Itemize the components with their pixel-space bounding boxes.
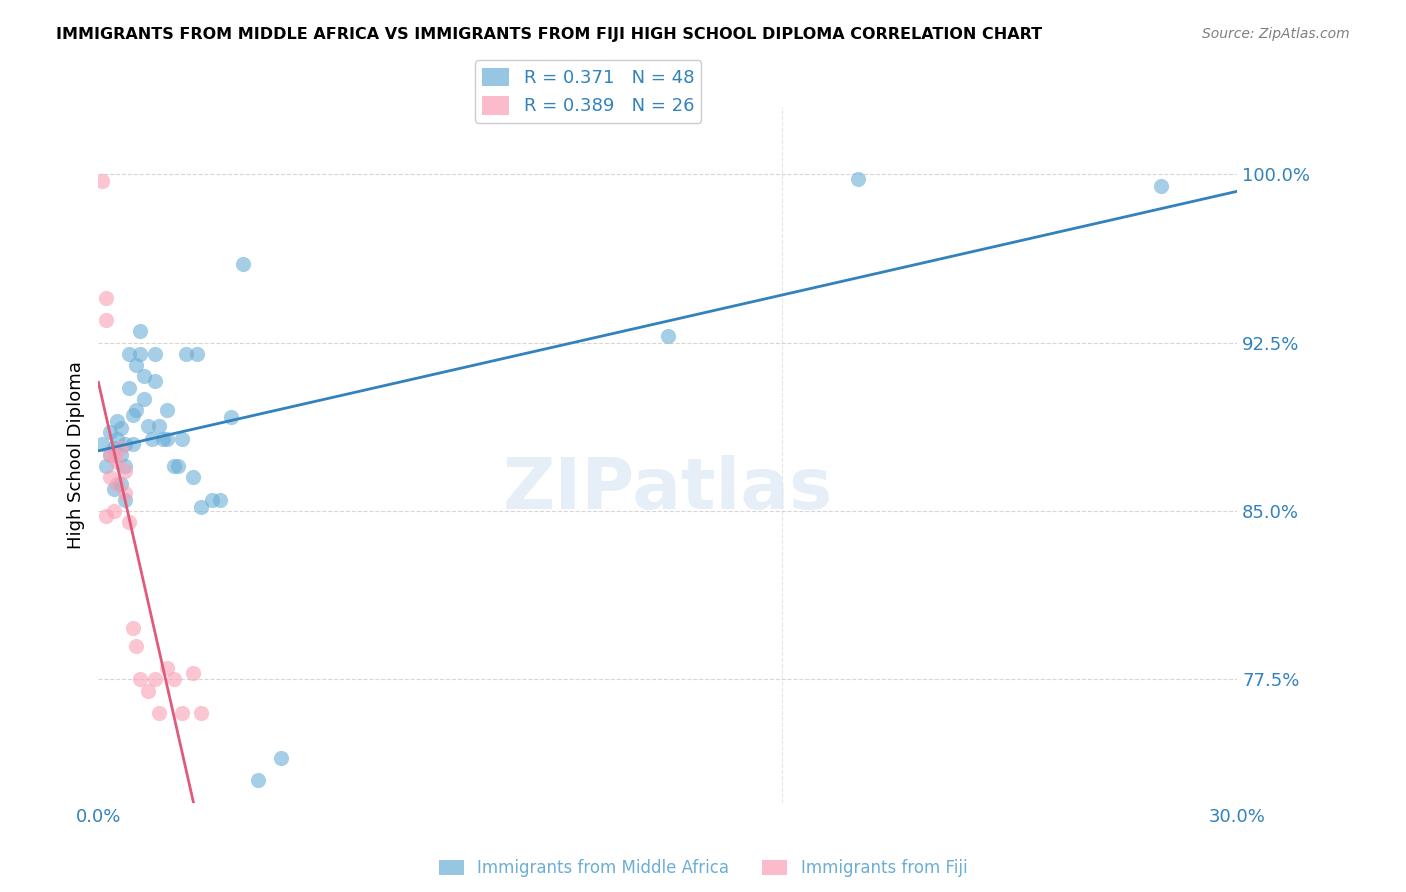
Point (136, 683, 159, 698)
Point (232, 257, 254, 271)
Legend: R = 0.371   N = 48, R = 0.389   N = 26: R = 0.371 N = 48, R = 0.389 N = 26 (475, 61, 702, 122)
Point (156, 661, 179, 675)
Point (114, 436, 136, 450)
Point (129, 325, 152, 339)
Point (129, 347, 152, 361)
Point (94, 508, 117, 523)
Point (148, 706, 170, 720)
Point (98, 470, 121, 484)
Point (103, 504, 125, 518)
Point (94, 291, 117, 305)
Point (103, 448, 125, 462)
Point (132, 392, 155, 406)
Point (121, 408, 143, 422)
Point (201, 492, 224, 507)
Point (125, 358, 148, 372)
Text: Source: ZipAtlas.com: Source: ZipAtlas.com (1202, 27, 1350, 41)
Legend: Immigrants from Middle Africa, Immigrants from Fiji: Immigrants from Middle Africa, Immigrant… (432, 853, 974, 884)
Point (110, 448, 132, 462)
Point (156, 432, 179, 446)
Text: IMMIGRANTS FROM MIDDLE AFRICA VS IMMIGRANTS FROM FIJI HIGH SCHOOL DIPLOMA CORREL: IMMIGRANTS FROM MIDDLE AFRICA VS IMMIGRA… (56, 27, 1042, 42)
Point (174, 347, 197, 361)
Point (183, 470, 205, 484)
Point (170, 432, 193, 446)
Point (110, 441, 132, 455)
Point (114, 459, 136, 474)
Point (121, 621, 143, 635)
Point (186, 347, 208, 361)
Point (125, 403, 148, 417)
Point (156, 403, 179, 417)
Point (141, 432, 163, 446)
Point (94, 459, 117, 474)
Point (91, 174, 114, 188)
Point (190, 706, 212, 720)
Point (91, 436, 114, 450)
Point (170, 706, 193, 720)
Y-axis label: High School Diploma: High School Diploma (66, 361, 84, 549)
Point (103, 482, 125, 496)
Point (114, 486, 136, 500)
Point (270, 751, 292, 765)
Point (98, 425, 121, 440)
Point (152, 432, 174, 446)
Point (107, 414, 129, 428)
Point (132, 369, 155, 384)
Point (129, 673, 152, 687)
Point (208, 492, 231, 507)
Point (145, 673, 167, 687)
Point (190, 500, 212, 514)
Point (94, 313, 117, 327)
Point (118, 381, 141, 395)
Point (246, 773, 269, 788)
Point (107, 432, 129, 446)
Point (148, 418, 170, 433)
Point (110, 477, 132, 491)
Point (118, 347, 141, 361)
Point (163, 459, 186, 474)
Point (145, 374, 167, 388)
Point (98, 448, 121, 462)
Point (167, 459, 190, 474)
Point (125, 639, 148, 653)
Point (107, 477, 129, 491)
Point (98, 448, 121, 462)
Point (145, 347, 167, 361)
Point (136, 418, 159, 433)
Point (1150, 178, 1173, 193)
Point (114, 464, 136, 478)
Point (846, 172, 869, 186)
Point (163, 673, 186, 687)
Point (183, 665, 205, 680)
Point (118, 515, 141, 529)
Point (657, 329, 679, 343)
Point (110, 421, 132, 435)
Text: ZIPatlas: ZIPatlas (503, 455, 832, 524)
Point (103, 441, 125, 455)
Point (121, 436, 143, 450)
Point (221, 409, 243, 424)
Point (107, 455, 129, 469)
Point (114, 492, 136, 507)
